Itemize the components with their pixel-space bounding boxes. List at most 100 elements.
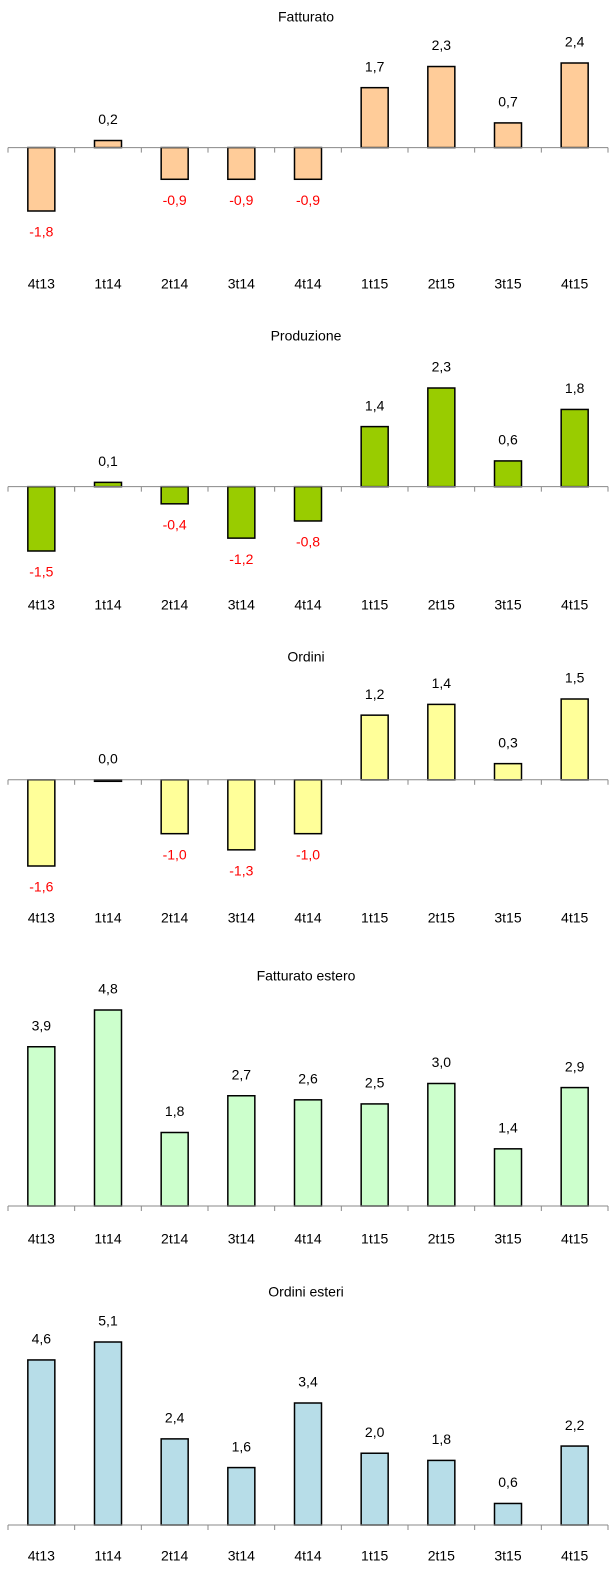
x-tick-label: 3t14 xyxy=(228,276,255,292)
bar xyxy=(493,460,523,488)
value-label: 0,0 xyxy=(98,751,118,767)
value-label: -1,0 xyxy=(296,846,320,862)
value-label: 2,4 xyxy=(165,1410,185,1426)
bar xyxy=(560,698,589,781)
value-label: 2,3 xyxy=(432,37,452,53)
bar xyxy=(27,1046,56,1207)
x-tick-label: 4t15 xyxy=(561,910,588,926)
x-tick-label: 2t14 xyxy=(161,597,188,613)
bar xyxy=(560,408,589,488)
bar xyxy=(360,1452,389,1526)
value-label: 0,2 xyxy=(98,111,118,127)
bar xyxy=(427,703,456,781)
bar xyxy=(27,485,56,552)
bar xyxy=(227,779,256,851)
value-label: 1,8 xyxy=(432,1431,452,1447)
bar xyxy=(427,387,456,488)
bar xyxy=(560,1445,589,1526)
x-tick-label: 2t14 xyxy=(161,1231,188,1247)
value-label: 2,5 xyxy=(365,1075,385,1091)
value-label: -1,2 xyxy=(229,551,253,567)
x-tick-label: 3t15 xyxy=(494,1548,521,1564)
bar xyxy=(160,146,189,181)
x-tick-label: 4t14 xyxy=(294,597,321,613)
x-tick-label: 4t14 xyxy=(294,276,321,292)
value-label: 2,3 xyxy=(432,359,452,375)
x-tick-label: 1t14 xyxy=(94,276,121,292)
chart-title: Produzione xyxy=(271,328,342,344)
value-label: 1,7 xyxy=(365,58,385,74)
value-label: 1,8 xyxy=(165,1103,185,1119)
x-tick-label: 4t15 xyxy=(561,597,588,613)
bar xyxy=(427,1082,456,1207)
value-label: 0,6 xyxy=(498,432,518,448)
bar xyxy=(27,146,56,212)
value-label: 1,2 xyxy=(365,686,385,702)
bar xyxy=(560,1086,589,1207)
x-tick-label: 2t14 xyxy=(161,910,188,926)
x-tick-label: 2t15 xyxy=(428,1548,455,1564)
value-label: 1,4 xyxy=(498,1120,518,1136)
value-label: 1,6 xyxy=(232,1438,252,1454)
value-label: -0,9 xyxy=(296,192,320,208)
x-tick-label: 3t14 xyxy=(228,1548,255,1564)
x-tick-label: 3t15 xyxy=(494,276,521,292)
value-label: -1,8 xyxy=(29,224,53,240)
bar xyxy=(427,65,456,149)
x-tick-label: 2t15 xyxy=(428,910,455,926)
x-tick-label: 4t13 xyxy=(28,597,55,613)
value-label: 4,6 xyxy=(32,1331,52,1347)
bar xyxy=(360,425,389,488)
bar xyxy=(160,1131,189,1207)
x-tick-label: 4t13 xyxy=(28,276,55,292)
value-label: 2,7 xyxy=(232,1066,252,1082)
value-label: 2,2 xyxy=(565,1417,585,1433)
x-tick-label: 2t15 xyxy=(428,276,455,292)
value-label: 3,0 xyxy=(432,1054,452,1070)
bar xyxy=(293,485,323,522)
bar xyxy=(27,779,56,867)
value-label: 1,5 xyxy=(565,670,585,686)
x-tick-label: 3t15 xyxy=(494,910,521,926)
bar xyxy=(360,714,389,781)
bar xyxy=(493,1502,523,1526)
x-tick-label: 1t14 xyxy=(94,910,121,926)
bar xyxy=(93,481,123,488)
bar xyxy=(227,1466,256,1526)
value-label: 4,8 xyxy=(98,981,118,997)
bar xyxy=(160,1438,189,1526)
bar xyxy=(493,762,523,781)
bar xyxy=(227,485,256,539)
bar xyxy=(293,779,323,835)
x-tick-label: 1t15 xyxy=(361,276,388,292)
bar xyxy=(427,1459,456,1526)
bar xyxy=(360,1103,389,1207)
x-tick-label: 2t15 xyxy=(428,597,455,613)
bar xyxy=(93,1341,123,1526)
bar xyxy=(160,485,189,505)
value-label: 0,7 xyxy=(498,94,518,110)
x-tick-label: 4t14 xyxy=(294,1548,321,1564)
x-tick-label: 1t15 xyxy=(361,1231,388,1247)
bar xyxy=(493,1148,523,1207)
value-label: -1,5 xyxy=(29,564,53,580)
x-tick-label: 3t14 xyxy=(228,910,255,926)
value-label: 0,3 xyxy=(498,734,518,750)
chart-title: Fatturato xyxy=(278,9,334,25)
bar xyxy=(293,146,323,181)
bar xyxy=(227,1095,256,1207)
x-tick-label: 1t15 xyxy=(361,597,388,613)
value-label: -1,3 xyxy=(229,863,253,879)
x-tick-label: 4t13 xyxy=(28,1231,55,1247)
value-label: 1,4 xyxy=(365,397,385,413)
bar xyxy=(93,1009,123,1207)
x-tick-label: 3t15 xyxy=(494,1231,521,1247)
chart-title: Fatturato estero xyxy=(257,968,356,984)
x-tick-label: 1t14 xyxy=(94,1231,121,1247)
x-tick-label: 4t14 xyxy=(294,1231,321,1247)
bar xyxy=(27,1359,56,1526)
x-tick-label: 2t14 xyxy=(161,276,188,292)
value-label: 3,9 xyxy=(32,1017,52,1033)
value-label: -1,0 xyxy=(163,846,187,862)
bar xyxy=(293,1099,323,1207)
